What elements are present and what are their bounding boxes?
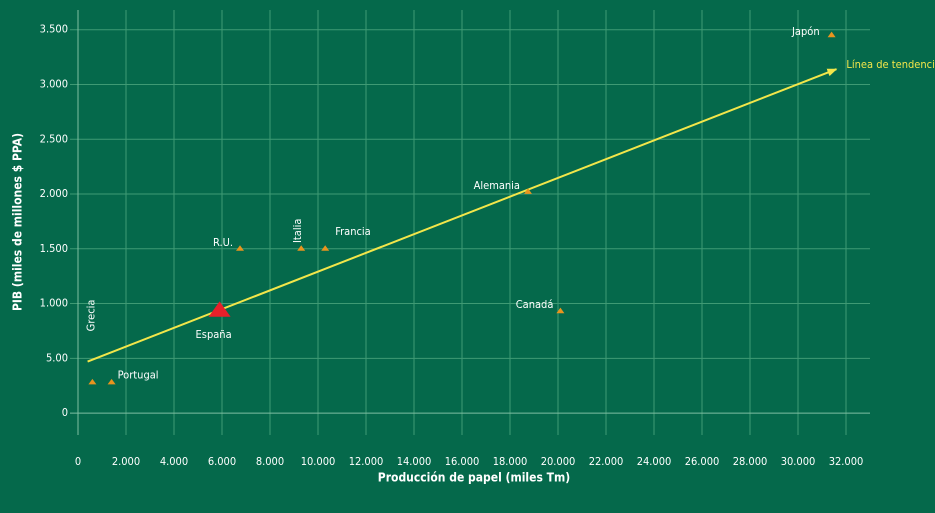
x-tick-label: 22.000 xyxy=(589,455,624,468)
x-tick-label: 12.000 xyxy=(349,455,384,468)
x-tick-label: 26.000 xyxy=(685,455,720,468)
point-label: Italia xyxy=(291,219,304,243)
point xyxy=(208,301,231,317)
point-label: Grecia xyxy=(84,300,97,332)
point xyxy=(297,245,306,251)
trend-label: Línea de tendencia xyxy=(846,58,935,71)
y-tick-label: 2.500 xyxy=(40,132,68,145)
point xyxy=(321,245,330,251)
point-label: Portugal xyxy=(118,368,159,381)
y-tick-label: 1.500 xyxy=(40,242,68,255)
x-tick-label: 14.000 xyxy=(397,455,432,468)
x-axis-title: Producción de papel (miles Tm) xyxy=(378,471,570,485)
point xyxy=(236,245,244,251)
y-tick-label: 3.500 xyxy=(40,23,68,36)
y-tick-label: 5.00 xyxy=(46,351,68,364)
y-tick-label: 3.000 xyxy=(40,77,68,90)
x-tick-label: 2.000 xyxy=(112,455,140,468)
x-tick-label: 4.000 xyxy=(160,455,188,468)
x-tick-label: 0 xyxy=(75,455,81,468)
x-tick-label: 32.000 xyxy=(829,455,864,468)
x-tick-label: 28.000 xyxy=(733,455,768,468)
point-label: Japón xyxy=(791,25,820,38)
point-label: R.U. xyxy=(213,236,233,249)
point-label: Francia xyxy=(335,225,371,238)
point xyxy=(827,31,836,38)
x-tick-label: 30.000 xyxy=(781,455,816,468)
y-tick-label: 0 xyxy=(62,406,68,419)
x-tick-label: 24.000 xyxy=(637,455,672,468)
point-label: Alemania xyxy=(474,179,520,192)
point xyxy=(556,307,565,314)
x-tick-label: 6.000 xyxy=(208,455,236,468)
y-axis-title: PIB (miles de millones $ PPA) xyxy=(11,133,25,311)
y-tick-label: 2.000 xyxy=(40,187,68,200)
x-tick-label: 8.000 xyxy=(256,455,284,468)
x-tick-label: 20.000 xyxy=(541,455,576,468)
point xyxy=(88,378,97,385)
point-label: Canadá xyxy=(516,298,554,311)
y-tick-label: 1.000 xyxy=(40,297,68,310)
point xyxy=(107,378,116,385)
x-tick-label: 16.000 xyxy=(445,455,480,468)
point-label: España xyxy=(196,328,232,341)
point xyxy=(524,188,532,194)
x-tick-label: 10.000 xyxy=(301,455,336,468)
x-tick-label: 18.000 xyxy=(493,455,528,468)
